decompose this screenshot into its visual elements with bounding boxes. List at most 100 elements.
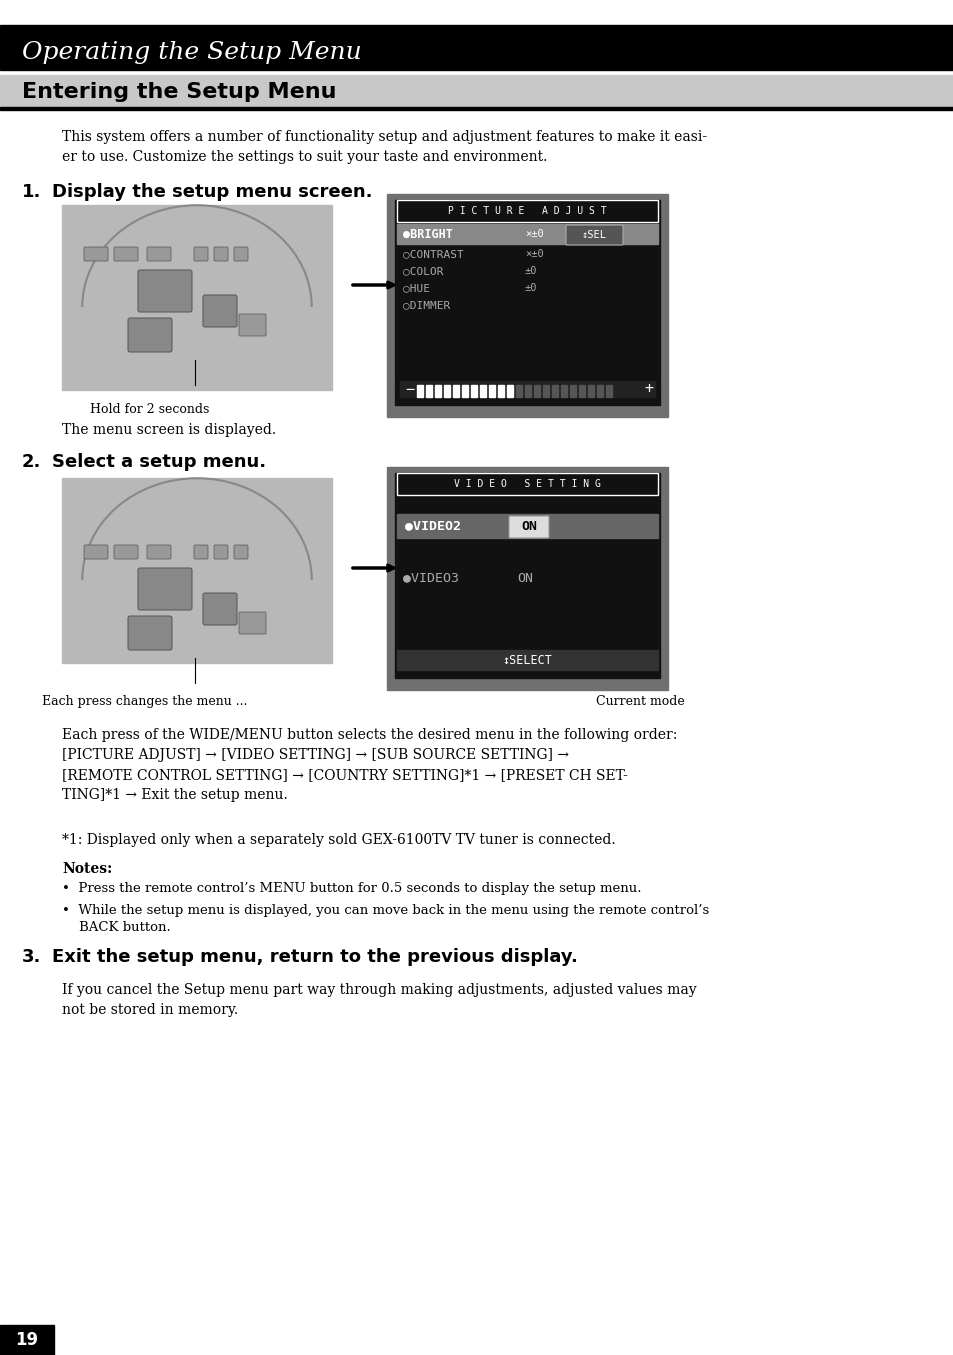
Bar (416, 385, 422, 397)
Bar (489, 385, 495, 397)
Text: Each press of the WIDE/MENU button selects the desired menu in the following ord: Each press of the WIDE/MENU button selec… (62, 728, 677, 802)
Text: ○COLOR: ○COLOR (402, 266, 443, 276)
FancyBboxPatch shape (239, 612, 266, 634)
FancyBboxPatch shape (213, 247, 228, 262)
Text: 1.: 1. (22, 183, 41, 201)
Text: ○DIMMER: ○DIMMER (402, 299, 450, 310)
FancyBboxPatch shape (213, 545, 228, 560)
FancyBboxPatch shape (138, 568, 192, 610)
Text: 2.: 2. (22, 453, 41, 472)
Text: Hold for 2 seconds: Hold for 2 seconds (91, 402, 210, 416)
Bar (0, 107, 953, 110)
Text: ±0: ±0 (524, 266, 537, 276)
FancyBboxPatch shape (113, 247, 138, 262)
Bar (605, 385, 612, 397)
FancyBboxPatch shape (509, 516, 548, 538)
Bar (396, 514, 658, 538)
Text: Select a setup menu.: Select a setup menu. (52, 453, 266, 472)
Text: Operating the Setup Menu: Operating the Setup Menu (22, 41, 361, 64)
Bar (395, 201, 659, 405)
Text: ●VIDEO2: ●VIDEO2 (405, 519, 460, 533)
Bar (542, 385, 548, 397)
Text: •  Press the remote control’s MENU button for 0.5 seconds to display the setup m: • Press the remote control’s MENU button… (62, 882, 640, 896)
FancyBboxPatch shape (203, 593, 236, 625)
FancyBboxPatch shape (203, 295, 236, 327)
Text: ±0: ±0 (524, 283, 537, 293)
Text: ○CONTRAST: ○CONTRAST (402, 249, 463, 259)
Bar (396, 224, 658, 244)
Text: +: + (643, 382, 653, 397)
FancyBboxPatch shape (128, 617, 172, 650)
FancyBboxPatch shape (233, 247, 248, 262)
Bar (552, 385, 558, 397)
Text: −: − (405, 382, 414, 397)
Bar (399, 381, 655, 397)
Bar (396, 473, 658, 495)
Bar (597, 385, 602, 397)
FancyBboxPatch shape (113, 545, 138, 560)
Bar (396, 201, 658, 222)
Text: ○HUE: ○HUE (402, 283, 430, 293)
Bar (479, 385, 485, 397)
Text: 3.: 3. (22, 948, 41, 966)
Text: If you cancel the Setup menu part way through making adjustments, adjusted value: If you cancel the Setup menu part way th… (62, 982, 696, 1018)
Bar (0, 75, 953, 107)
Text: Entering the Setup Menu: Entering the Setup Menu (22, 83, 336, 102)
Bar (0, 24, 953, 70)
Bar (516, 385, 521, 397)
Bar (396, 650, 658, 669)
Bar (453, 385, 458, 397)
Text: The menu screen is displayed.: The menu screen is displayed. (62, 423, 275, 438)
Bar (396, 201, 658, 222)
Bar (387, 194, 667, 417)
Text: Current mode: Current mode (595, 695, 683, 709)
Text: ↕SEL: ↕SEL (581, 230, 606, 240)
Text: 19: 19 (15, 1331, 38, 1350)
Bar (395, 473, 659, 678)
Bar (62, 478, 332, 663)
FancyBboxPatch shape (565, 225, 622, 245)
Text: ×±0: ×±0 (524, 229, 543, 238)
Text: ×±0: ×±0 (524, 249, 543, 259)
Text: Display the setup menu screen.: Display the setup menu screen. (52, 183, 372, 201)
FancyBboxPatch shape (193, 545, 208, 560)
Text: *1: Displayed only when a separately sold GEX-6100TV TV tuner is connected.: *1: Displayed only when a separately sol… (62, 833, 615, 847)
Text: Each press changes the menu ...: Each press changes the menu ... (42, 695, 248, 709)
Bar (387, 467, 667, 690)
Text: This system offers a number of functionality setup and adjustment features to ma: This system offers a number of functiona… (62, 130, 706, 164)
Text: ↕SELECT: ↕SELECT (501, 653, 552, 667)
Bar (471, 385, 476, 397)
Text: Exit the setup menu, return to the previous display.: Exit the setup menu, return to the previ… (52, 948, 578, 966)
Bar (578, 385, 584, 397)
Text: V I D E O   S E T T I N G: V I D E O S E T T I N G (453, 480, 599, 489)
FancyBboxPatch shape (128, 318, 172, 352)
FancyBboxPatch shape (147, 545, 171, 560)
Bar (506, 385, 513, 397)
FancyBboxPatch shape (239, 314, 266, 336)
FancyBboxPatch shape (84, 247, 108, 262)
Text: ●VIDEO3: ●VIDEO3 (402, 572, 458, 584)
Bar (396, 473, 658, 495)
Bar (497, 385, 503, 397)
Text: P I C T U R E   A D J U S T: P I C T U R E A D J U S T (447, 206, 606, 215)
Bar (0, 1325, 54, 1355)
Bar (443, 385, 450, 397)
FancyBboxPatch shape (193, 247, 208, 262)
Bar (461, 385, 468, 397)
FancyBboxPatch shape (147, 247, 171, 262)
Bar (435, 385, 440, 397)
Bar (62, 205, 332, 390)
Text: •  While the setup menu is displayed, you can move back in the menu using the re: • While the setup menu is displayed, you… (62, 904, 708, 934)
Bar (560, 385, 566, 397)
Bar (524, 385, 531, 397)
FancyBboxPatch shape (84, 545, 108, 560)
Text: ON: ON (520, 520, 537, 534)
Text: ON: ON (517, 572, 533, 584)
Bar (534, 385, 539, 397)
Text: Notes:: Notes: (62, 862, 112, 875)
Bar (569, 385, 576, 397)
Text: ●BRIGHT: ●BRIGHT (402, 228, 453, 240)
FancyBboxPatch shape (233, 545, 248, 560)
Bar (587, 385, 594, 397)
Bar (426, 385, 432, 397)
